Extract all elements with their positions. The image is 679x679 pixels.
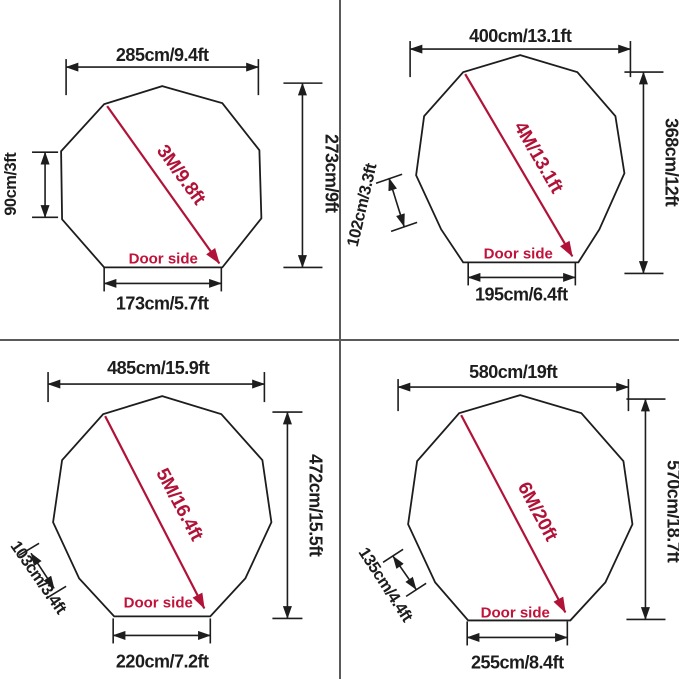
door-width-label: 173cm/5.7ft [116,293,209,313]
top-width-dimension: 485cm/15.9ft [47,358,266,402]
tent-outline [406,393,633,621]
diameter-label: 6M/20ft [512,478,561,545]
door-side-label: Door side [483,245,552,262]
top-width-label: 580cm/19ft [469,362,558,382]
tent-4m-diagram: 4M/13.1ft Door side 400cm/13.1ft 368cm/1… [342,26,679,304]
left-side-label: 90cm/3ft [1,152,20,216]
horizontal-divider [0,339,679,341]
door-width-label: 220cm/7.2ft [116,651,209,671]
door-width-dimension: 173cm/5.7ft [103,267,223,313]
diameter-label: 3M/9.8ft [152,141,210,209]
tent-6m-panel: 6M/20ft Door side 580cm/19ft 570cm/18.7f… [340,340,679,679]
left-side-dimension: 102cm/3.3ft [342,161,417,249]
tent-outline [414,54,625,264]
tent-4m-panel: 4M/13.1ft Door side 400cm/13.1ft 368cm/1… [340,0,679,340]
door-width-dimension: 255cm/8.4ft [465,620,568,672]
diameter-arrow: 4M/13.1ft [463,73,573,258]
right-height-dimension: 368cm/12ft [623,71,679,275]
right-height-dimension: 472cm/15.5ft [272,410,325,619]
left-side-label: 102cm/3.3ft [342,161,380,249]
top-width-label: 485cm/15.9ft [107,358,210,378]
diameter-arrow: 3M/9.8ft [106,105,221,265]
diameter-arrow: 5M/16.4ft [104,415,207,609]
left-side-dimension: 135cm/4.4ft [354,543,427,625]
top-width-label: 400cm/13.1ft [469,26,572,46]
tent-5m-panel: 5M/16.4ft Door side 485cm/15.9ft 472cm/1… [0,340,340,679]
right-height-label: 472cm/15.5ft [305,454,325,557]
top-width-dimension: 580cm/19ft [396,362,629,411]
door-width-label: 255cm/8.4ft [470,652,563,672]
right-height-dimension: 273cm/9ft [283,82,340,269]
left-side-label: 103cm/3.4ft [7,537,72,618]
door-width-dimension: 195cm/6.4ft [466,262,576,304]
right-height-dimension: 570cm/18.7ft [625,397,679,620]
diameter-arrow: 6M/20ft [459,414,566,613]
tent-outline [60,85,263,269]
left-side-dimension: 103cm/3.4ft [7,537,72,618]
door-side-label: Door side [124,594,193,611]
right-height-label: 368cm/12ft [661,118,679,207]
door-side-label: Door side [129,250,198,267]
door-width-dimension: 220cm/7.2ft [112,617,212,671]
tent-3m-diagram: 3M/9.8ft Door side 285cm/9.4ft 273cm/9ft [1,45,340,313]
tent-6m-diagram: 6M/20ft Door side 580cm/19ft 570cm/18.7f… [354,362,679,672]
tent-outline [52,394,273,617]
right-height-label: 273cm/9ft [321,134,339,213]
top-width-label: 285cm/9.4ft [116,45,209,65]
top-width-dimension: 400cm/13.1ft [408,26,631,78]
top-width-dimension: 285cm/9.4ft [65,45,260,96]
door-width-label: 195cm/6.4ft [474,284,567,304]
diameter-label: 5M/16.4ft [151,465,207,545]
left-side-label: 135cm/4.4ft [354,543,416,625]
tent-3m-panel: 3M/9.8ft Door side 285cm/9.4ft 273cm/9ft [0,0,340,340]
left-side-dimension: 90cm/3ft [1,151,59,219]
door-side-label: Door side [480,604,549,621]
tent-5m-diagram: 5M/16.4ft Door side 485cm/15.9ft 472cm/1… [7,358,326,671]
right-height-label: 570cm/18.7ft [663,460,679,563]
diameter-label: 4M/13.1ft [509,118,567,197]
